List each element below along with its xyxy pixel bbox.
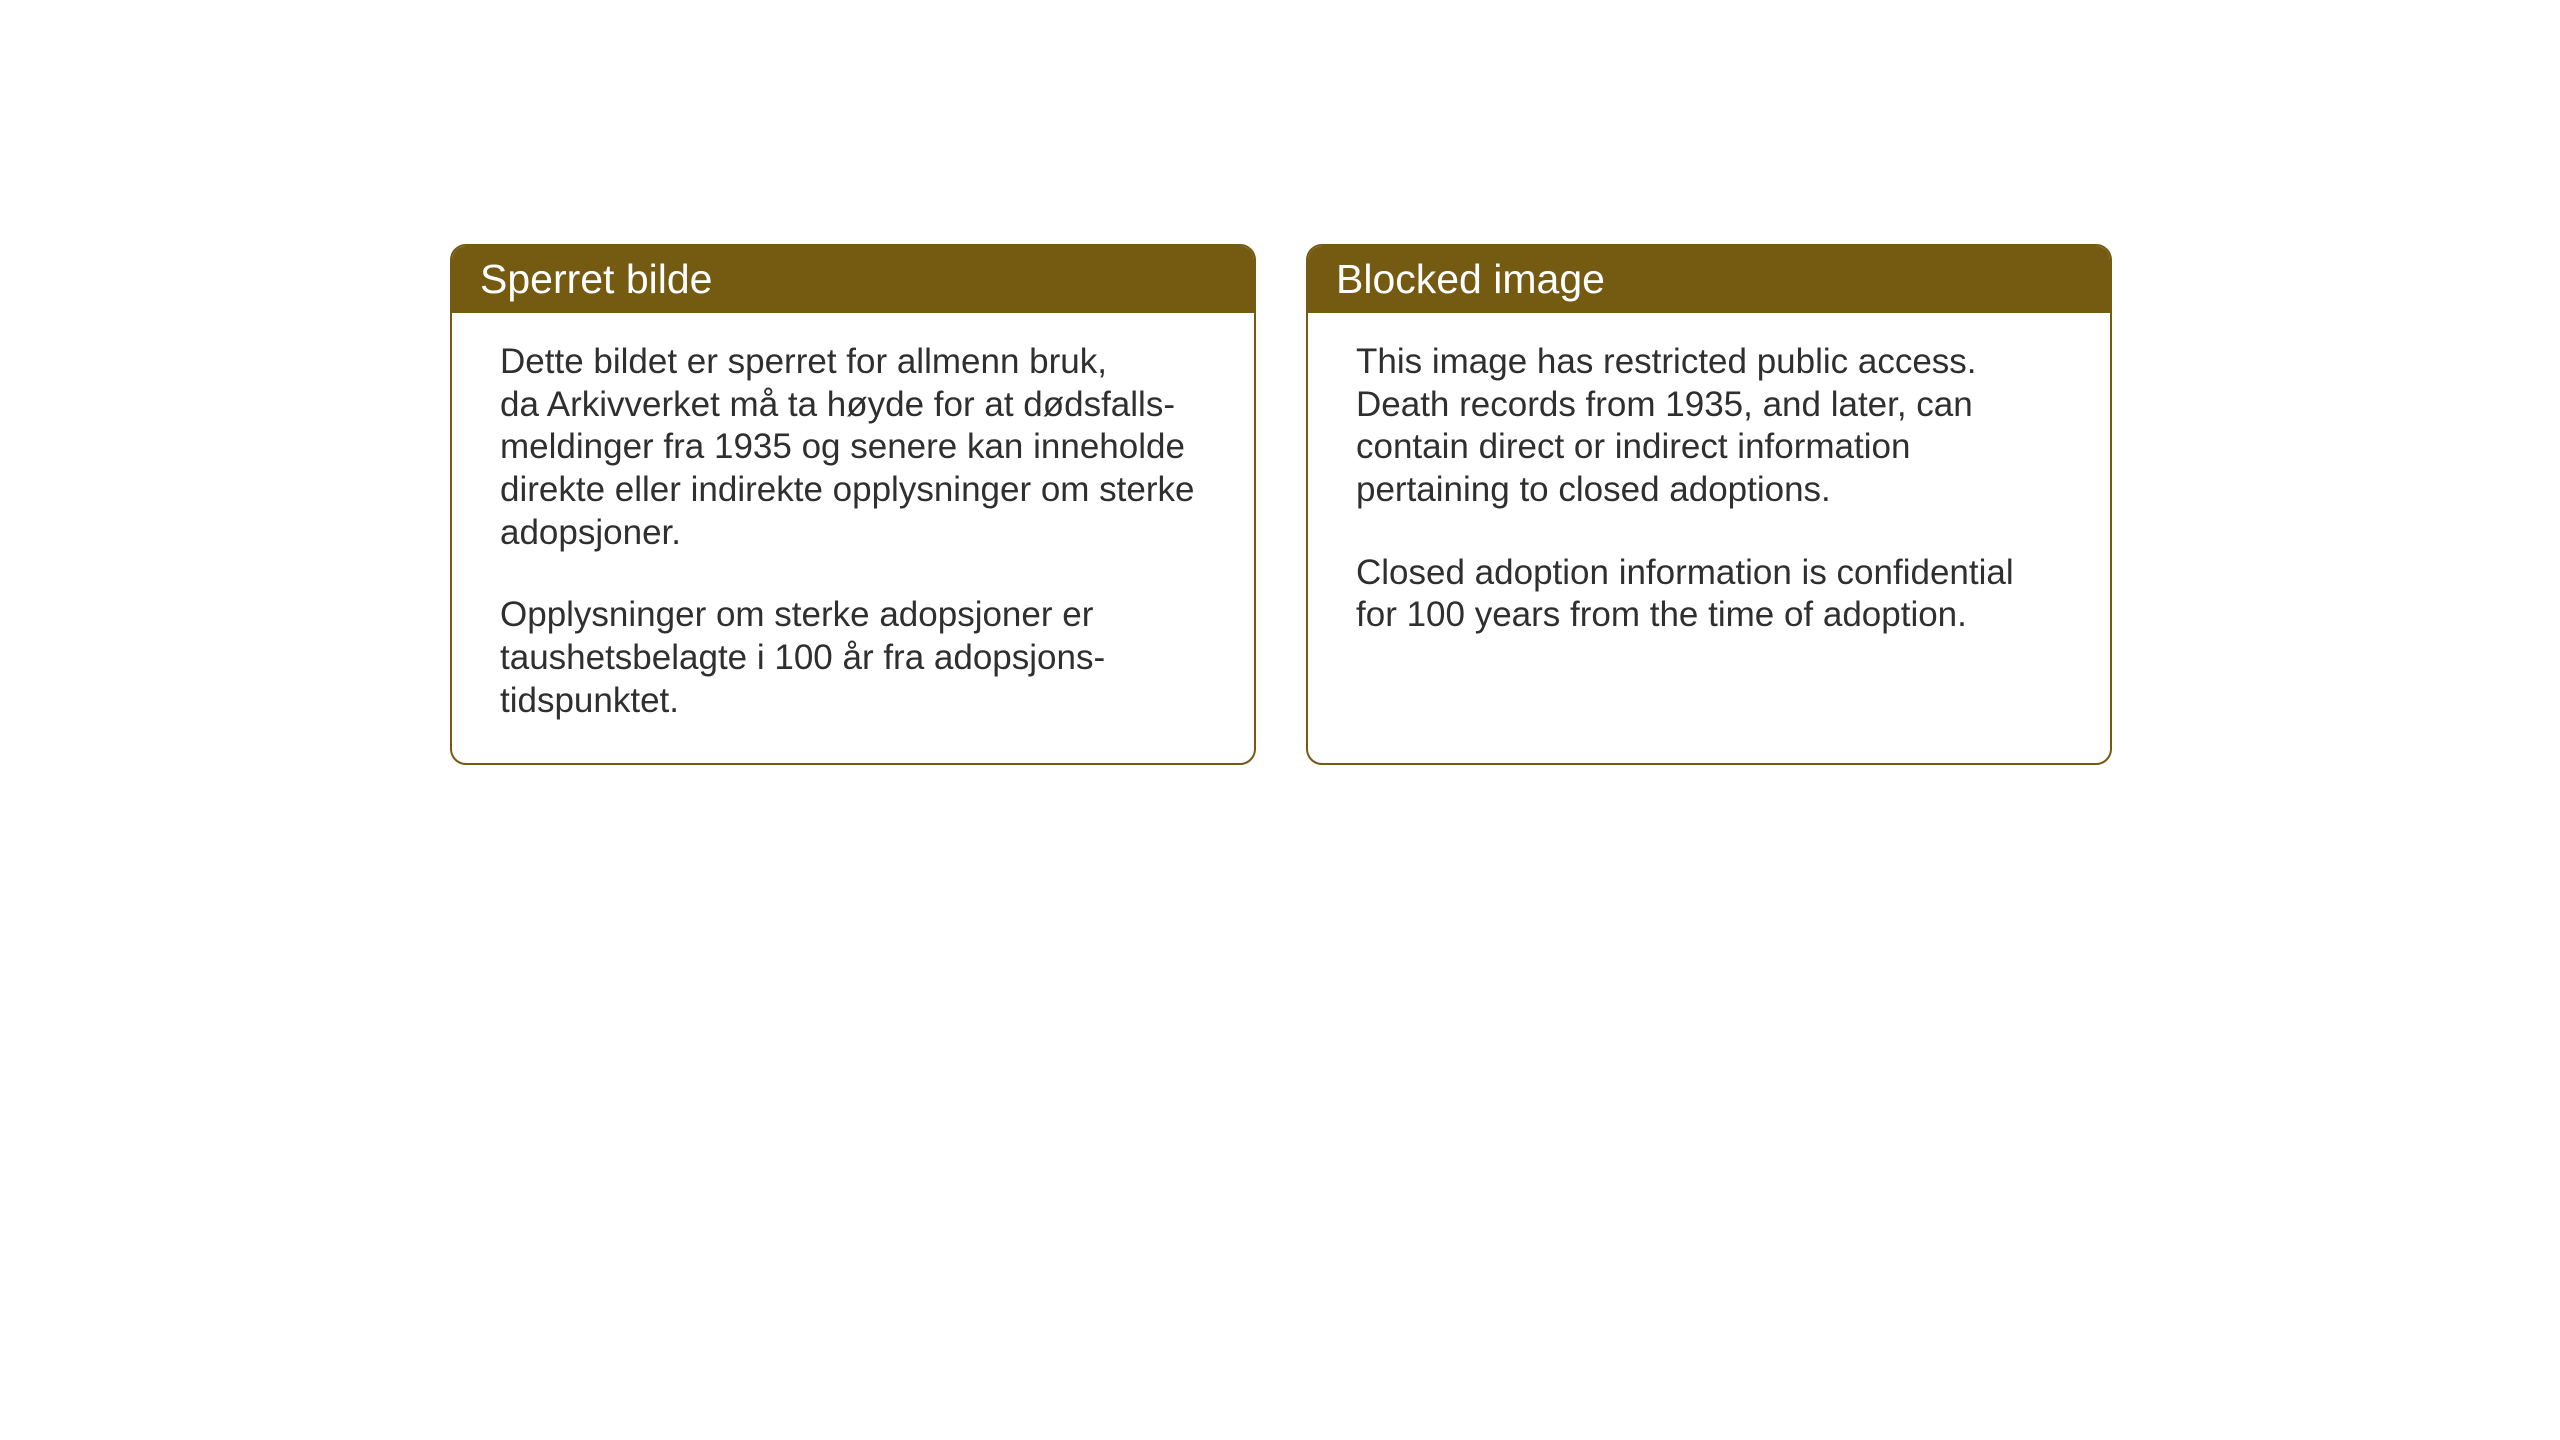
title-text: Sperret bilde [480,256,712,302]
notice-card-english: Blocked image This image has restricted … [1306,244,2112,765]
body-paragraph-1: This image has restricted public access.… [1356,341,2062,512]
notice-card-norwegian: Sperret bilde Dette bildet er sperret fo… [450,244,1256,765]
title-text: Blocked image [1336,256,1605,302]
card-body-norwegian: Dette bildet er sperret for allmenn bruk… [452,313,1254,763]
body-paragraph-2: Closed adoption information is confident… [1356,552,2062,637]
card-title-english: Blocked image [1308,246,2110,313]
card-body-english: This image has restricted public access.… [1308,313,2110,677]
card-title-norwegian: Sperret bilde [452,246,1254,313]
body-paragraph-1: Dette bildet er sperret for allmenn bruk… [500,341,1206,554]
notice-container: Sperret bilde Dette bildet er sperret fo… [0,0,2560,765]
body-paragraph-2: Opplysninger om sterke adopsjoner er tau… [500,594,1206,722]
